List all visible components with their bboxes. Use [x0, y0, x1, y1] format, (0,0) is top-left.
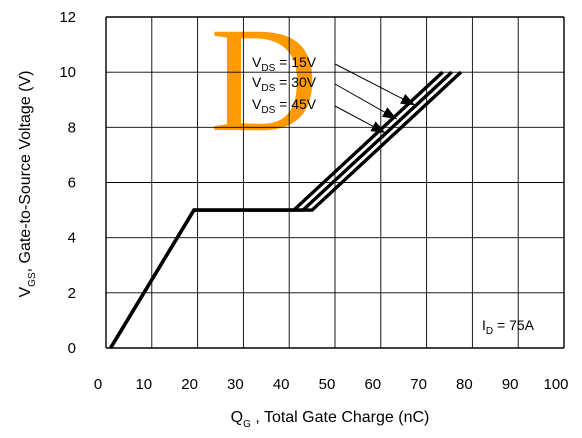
- series-lines: [109, 70, 463, 349]
- annotation-id: ID = 75A: [482, 317, 535, 337]
- y-tick-label-8: 8: [68, 119, 76, 136]
- series-line-3: [109, 70, 463, 349]
- y-tick-label-4: 4: [68, 230, 76, 247]
- annotation-arrowhead-vds30: [381, 107, 397, 120]
- annotation-arrow-line-vds15: [334, 63, 416, 106]
- x-tick-label-40: 40: [273, 376, 290, 393]
- y-axis-label: VGS, Gate-to-Source Voltage (V): [17, 71, 38, 298]
- x-tick-label-0: 0: [94, 376, 102, 393]
- annotation-vds45: VDS = 45V: [252, 96, 317, 116]
- tick-labels: 0 10 20 30 40 50 60 70 80 90 100 0 2 4 6 8 10 12: [59, 9, 568, 393]
- annotation-arrowhead-vds15: [400, 93, 416, 106]
- annotation-vds15: VDS = 15V: [252, 54, 317, 74]
- x-axis-label: QG , Total Gate Charge (nC): [231, 409, 430, 430]
- y-tick-label-12: 12: [59, 9, 76, 26]
- x-tick-label-80: 80: [456, 376, 473, 393]
- x-tick-label-20: 20: [181, 376, 198, 393]
- x-tick-label-30: 30: [227, 376, 244, 393]
- y-tick-label-2: 2: [68, 285, 76, 302]
- x-tick-label-10: 10: [135, 376, 152, 393]
- y-tick-label-10: 10: [59, 64, 76, 81]
- annotation-vds30: VDS = 30V: [252, 74, 317, 94]
- x-tick-label-100: 100: [543, 376, 568, 393]
- y-tick-label-6: 6: [68, 175, 76, 192]
- x-tick-label-90: 90: [502, 376, 519, 393]
- watermark: D: [210, 0, 318, 163]
- x-tick-label-70: 70: [410, 376, 427, 393]
- annotation-arrowhead-vds45: [370, 121, 386, 133]
- y-tick-label-0: 0: [68, 340, 76, 357]
- x-tick-label-50: 50: [319, 376, 336, 393]
- x-tick-label-60: 60: [364, 376, 381, 393]
